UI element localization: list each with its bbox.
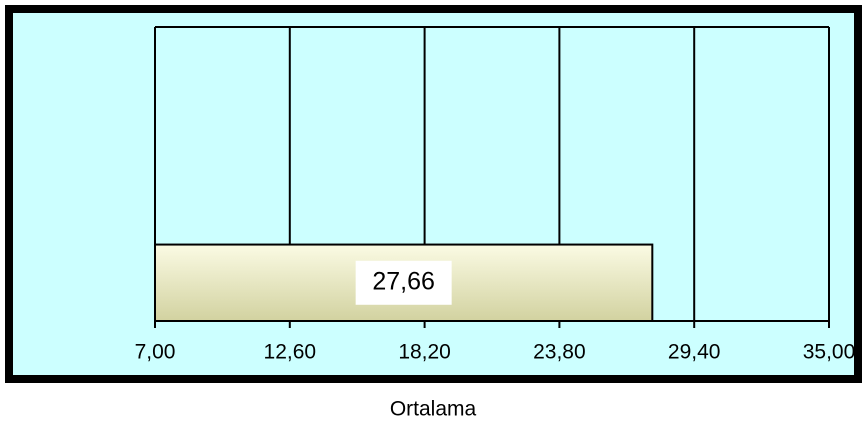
chart-frame (5, 5, 862, 383)
value-label: 27,66 (372, 267, 435, 295)
x-tick-label: 7,00 (135, 341, 176, 364)
x-tick-label: 29,40 (668, 341, 721, 364)
x-tick-label: 12,60 (264, 341, 317, 364)
x-tick-label: 18,20 (398, 341, 451, 364)
x-axis-label: Ortalama (390, 398, 477, 421)
x-tick-label: 35,00 (803, 341, 856, 364)
value-label-box (355, 260, 452, 305)
x-tick-label: 23,80 (533, 341, 586, 364)
